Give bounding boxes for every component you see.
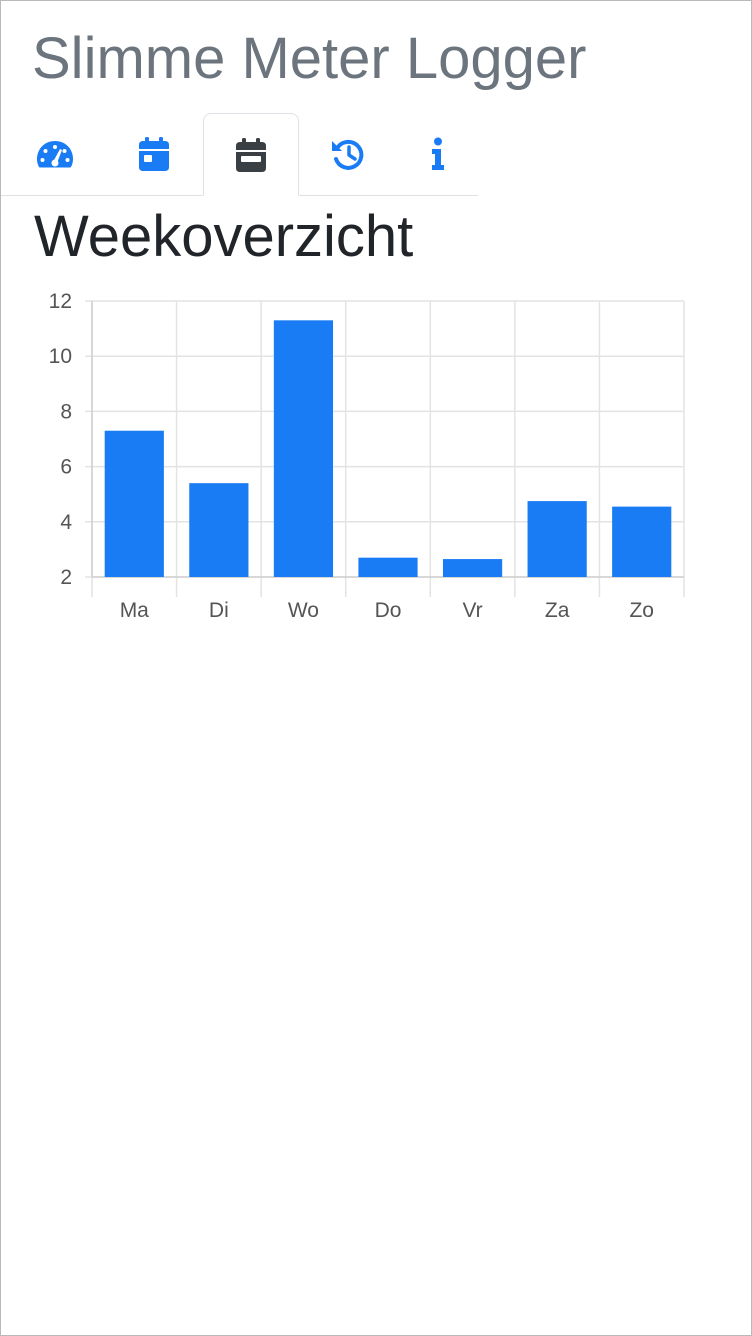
y-tick-label: 6 [60,456,72,479]
app-title: Slimme Meter Logger [32,26,587,91]
x-tick-label: Di [209,599,229,622]
bar-zo [612,506,672,577]
tab-day[interactable] [106,113,202,195]
bar-di [189,483,249,577]
tachometer-icon [36,139,74,169]
tab-info[interactable] [390,113,486,195]
tab-history[interactable] [300,113,396,195]
x-tick-label: Za [545,599,570,622]
info-icon [430,137,446,171]
x-tick-label: Ma [120,599,149,622]
bar-vr [442,559,503,577]
calendar-day-icon [139,137,169,171]
tab-week[interactable] [203,113,299,196]
x-tick-label: Wo [288,599,319,622]
bar-wo [273,320,334,577]
bar-do [358,557,418,577]
tab-live[interactable] [7,113,103,195]
y-tick-label: 10 [49,345,72,368]
history-icon [331,138,365,170]
calendar-week-icon [236,137,266,172]
x-tick-label: Vr [462,599,482,622]
y-tick-label: 8 [60,400,72,423]
y-tick-label: 4 [60,511,72,534]
bar-ma [104,430,164,577]
page-heading: Weekoverzicht [34,204,414,269]
x-tick-label: Zo [629,599,654,622]
bar-za [527,501,587,577]
week-bar-chart: 2 4 6 8 10 12 Ma Di Wo Do Vr Za Zo [49,290,685,622]
nav-tabs [1,113,478,196]
x-tick-label: Do [375,599,402,622]
y-tick-label: 12 [49,290,72,313]
y-tick-label: 2 [60,566,72,589]
